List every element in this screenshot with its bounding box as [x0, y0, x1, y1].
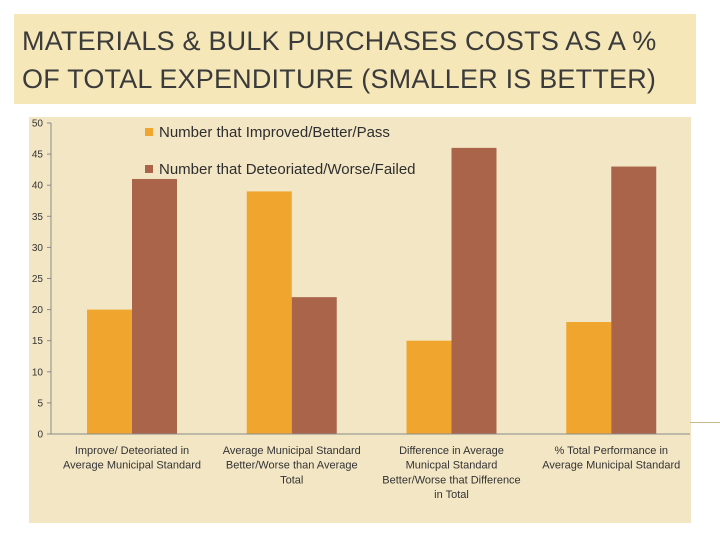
category-label-line: Municpal Standard	[406, 460, 498, 472]
x-axis: Improve/ Deteoriated in Average Municipal…	[51, 433, 690, 501]
legend-label-deteriorated: Number that Deteoriated/Worse/Failed	[159, 161, 416, 178]
category-label-line: Improve/ Deteoriated in	[75, 445, 189, 457]
category-label-line: Better/Worse that Difference	[382, 474, 520, 486]
y-tick-label: 35	[32, 212, 44, 223]
y-tick-label: 45	[32, 150, 44, 161]
bar-deteriorated-1	[132, 178, 177, 434]
category-label-line: Average Municipal Standard	[542, 460, 680, 472]
bars	[87, 147, 657, 435]
bar-deteriorated-4	[611, 166, 657, 435]
legend-label-improved: Number that Improved/Better/Pass	[159, 124, 390, 141]
category-label: Difference in Average Municpal Standard Be…	[382, 445, 520, 501]
y-tick-label: 0	[37, 430, 43, 441]
bar-improved-1	[87, 309, 132, 434]
bar-improved-2	[246, 191, 292, 434]
y-tick-label: 40	[32, 181, 44, 192]
y-tick-label: 25	[32, 274, 44, 285]
category-label: % Total Performance in Average Municipal …	[542, 445, 680, 472]
category-label-line: Average Municipal Standard	[223, 445, 361, 457]
y-tick-label: 5	[37, 398, 43, 409]
title-band	[14, 14, 696, 104]
y-tick-label: 15	[32, 336, 44, 347]
bar-deteriorated-3	[451, 147, 497, 434]
category-label: Improve/ Deteoriated in Average Municipal…	[63, 445, 201, 472]
bar-improved-4	[566, 322, 612, 434]
y-tick-label: 20	[32, 305, 44, 316]
legend: Number that Improved/Better/Pass Number t…	[145, 124, 416, 178]
y-tick-label: 30	[32, 243, 44, 254]
slide-title: MATERIALS & BULK PURCHASES COSTS AS A % …	[22, 22, 692, 98]
category-label-line: Average Municipal Standard	[63, 460, 201, 472]
bar-deteriorated-2	[291, 297, 337, 434]
y-tick-label: 10	[32, 367, 44, 378]
category-label-line: Better/Worse than Average	[226, 460, 358, 472]
title-line-2: OF TOTAL EXPENDITURE (SMALLER IS BETTER)	[22, 64, 657, 94]
legend-swatch-improved	[145, 128, 153, 136]
legend-swatch-deteriorated	[145, 165, 153, 173]
title-line-1: MATERIALS & BULK PURCHASES COSTS AS A %	[22, 26, 657, 56]
y-tick-label: 50	[32, 119, 44, 130]
category-label: Average Municipal Standard Better/Worse t…	[223, 445, 361, 486]
category-label-line: % Total Performance in	[554, 445, 668, 457]
divider-rule	[690, 422, 720, 423]
category-label-line: in Total	[434, 489, 469, 501]
category-label-line: Total	[280, 474, 303, 486]
y-axis: 0 5 10 15 20 25 30 35 40 45 50	[32, 119, 52, 441]
category-label-line: Difference in Average	[399, 445, 504, 457]
bar-improved-3	[406, 340, 452, 434]
